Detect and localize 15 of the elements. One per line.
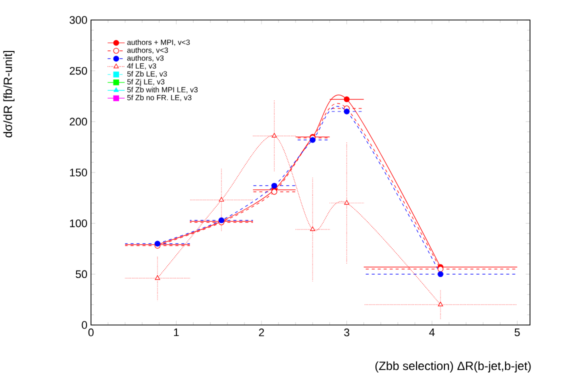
y-tick-label: 200 — [70, 118, 88, 126]
x-tick-label: 3 — [344, 328, 350, 336]
x-tick-label: 4 — [429, 328, 435, 336]
y-tick-label: 300 — [70, 16, 88, 24]
y-tick-label: 150 — [70, 168, 88, 176]
y-axis-title: dσ/dR [fb/R-unit] — [3, 50, 14, 138]
x-axis-title: (Zbb selection) ΔR(b-jet,b-jet) — [375, 361, 531, 372]
y-tick-label: 0 — [82, 321, 88, 329]
x-tick-label: 0 — [88, 328, 94, 336]
x-tick-label: 5 — [514, 328, 520, 336]
y-tick-label: 100 — [70, 219, 88, 228]
x-tick-label: 2 — [258, 328, 264, 336]
y-tick-label: 50 — [76, 270, 88, 278]
x-tick-label: 1 — [174, 328, 179, 336]
y-tick-label: 250 — [70, 66, 88, 75]
